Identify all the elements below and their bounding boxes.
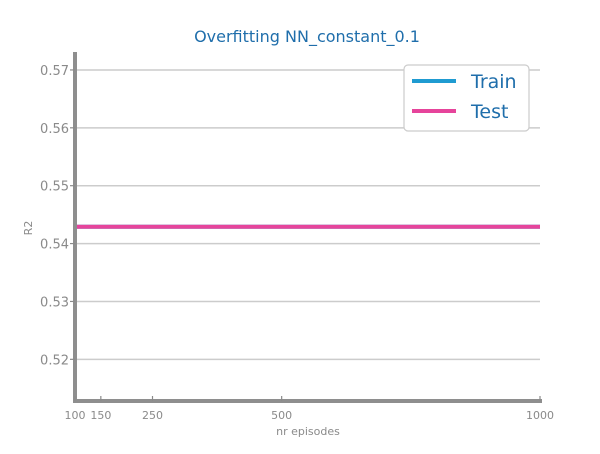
y-tick-label: 0.56 (40, 122, 69, 137)
y-axis-label: R2 (22, 221, 35, 236)
x-tick-label: 150 (90, 409, 111, 422)
x-tick-label: 1000 (526, 409, 554, 422)
x-tick-label: 500 (271, 409, 292, 422)
y-tick-label: 0.52 (40, 353, 69, 368)
y-tick-label: 0.57 (40, 64, 69, 79)
y-tick-label: 0.54 (40, 238, 69, 253)
chart-title: Overfitting NN_constant_0.1 (194, 27, 420, 47)
legend: Train Test (403, 64, 530, 132)
x-axis-label: nr episodes (276, 425, 340, 438)
legend-label-train: Train (470, 71, 517, 93)
axes (73, 52, 542, 403)
legend-label-test: Test (470, 101, 508, 123)
x-ticks: 100 150 250 500 1000 (65, 396, 554, 422)
x-tick-label: 100 (65, 409, 86, 422)
grid-lines (75, 69, 540, 361)
y-ticks: 0.52 0.53 0.54 0.55 0.56 0.57 (40, 64, 75, 368)
y-tick-label: 0.53 (40, 295, 69, 310)
y-tick-label: 0.55 (40, 180, 69, 195)
x-tick-label: 250 (142, 409, 163, 422)
